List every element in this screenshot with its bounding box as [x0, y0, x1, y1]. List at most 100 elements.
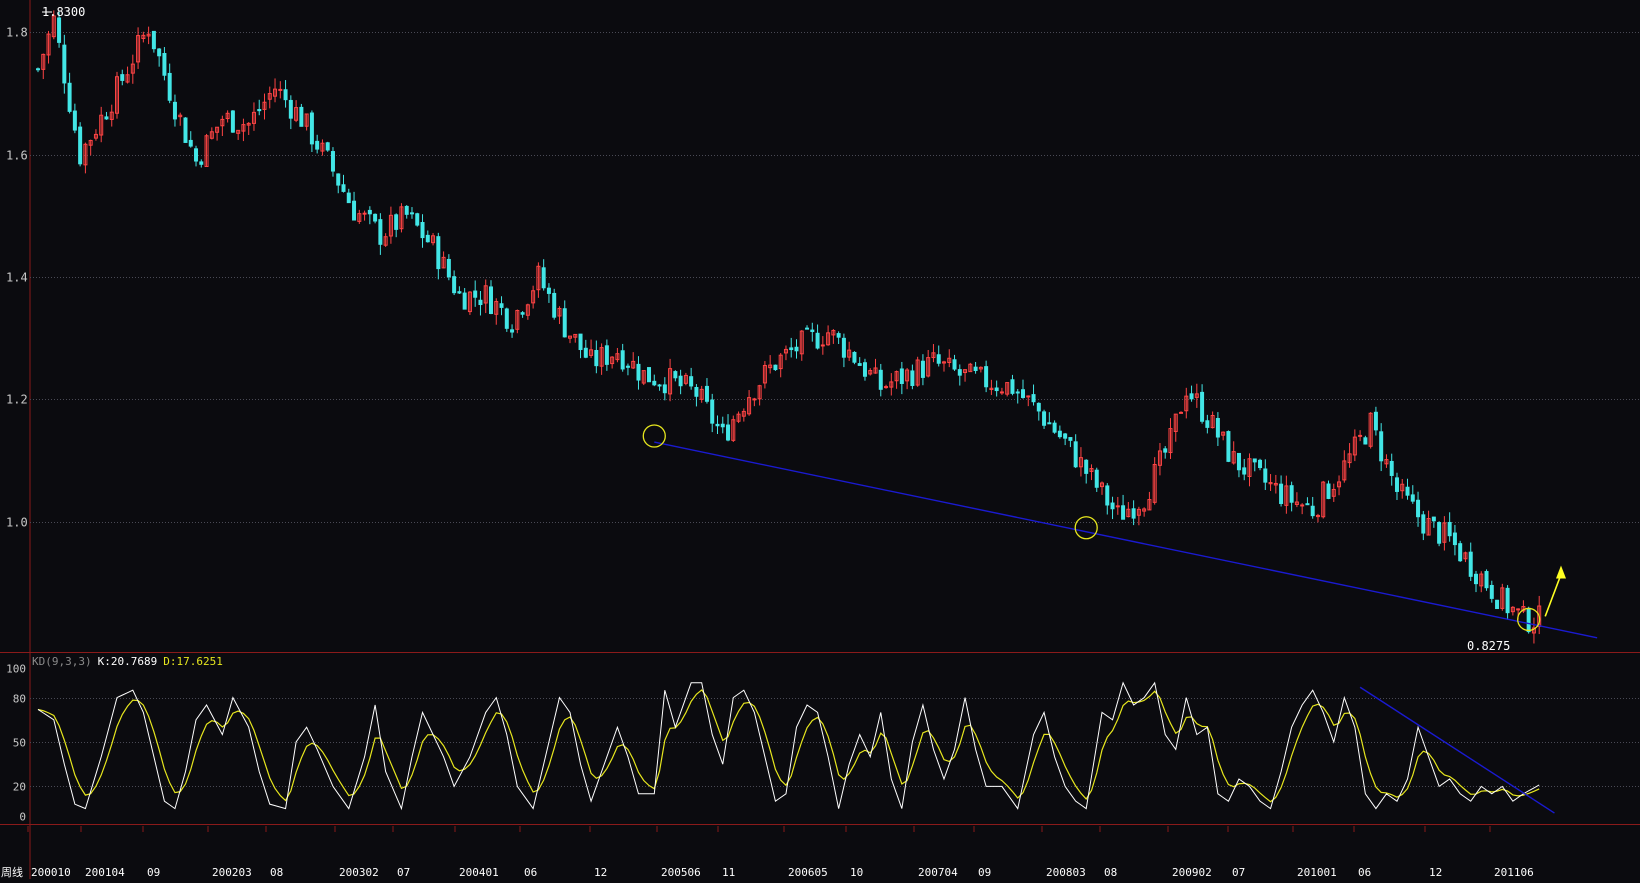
rebound-arrow-shaft [1544, 574, 1562, 617]
kd-params: (9,3,3) [45, 655, 91, 668]
candle-body [499, 303, 504, 308]
x-tick-label: 200302 [339, 866, 379, 879]
candle-body [1363, 437, 1368, 445]
candle-body [1136, 508, 1141, 516]
candle-body [483, 285, 488, 304]
candle-body [1273, 482, 1278, 486]
candle-body [1089, 468, 1094, 472]
candle-body [1516, 608, 1521, 611]
candle-body [1452, 532, 1457, 546]
candle-body [589, 349, 594, 356]
candle-body [1484, 571, 1489, 589]
candle-body [436, 236, 441, 270]
candle-body [1284, 485, 1289, 506]
candle-body [1489, 584, 1494, 599]
candle-body [815, 332, 820, 349]
kd-d-value: D:17.6251 [163, 655, 223, 668]
price-y-tick-label: 1.2 [6, 393, 28, 407]
candle-body [1179, 411, 1184, 414]
candle-body [578, 333, 583, 351]
low-marker-circle [1074, 516, 1098, 540]
candle-body [1131, 508, 1136, 519]
candle-body [1100, 482, 1105, 488]
candle-body [1084, 459, 1089, 474]
candle-body [520, 312, 525, 315]
kd-gridlines [30, 698, 1640, 787]
candle-body [204, 135, 209, 168]
candle-body [541, 267, 546, 289]
candle-body [562, 308, 567, 338]
candle-body [957, 369, 962, 376]
candle-body [1026, 395, 1031, 398]
candle-body [699, 388, 704, 400]
candle-body [88, 139, 93, 146]
candle-body [847, 349, 852, 358]
candles [36, 10, 1542, 644]
candle-body [973, 366, 978, 372]
candle-body [1442, 522, 1447, 543]
candle-body [920, 360, 925, 378]
candle-body [478, 299, 483, 306]
x-tick-label: 10 [850, 866, 863, 879]
candle-body [1163, 448, 1168, 453]
candle-body [1215, 417, 1220, 438]
candle-body [1426, 518, 1431, 536]
candle-body [194, 148, 199, 162]
candle-body [568, 335, 573, 339]
candle-body [631, 360, 636, 369]
candle-body [1226, 431, 1231, 462]
candle-body [715, 423, 720, 427]
candle-body [462, 292, 467, 310]
candle-body [1157, 450, 1162, 466]
candle-body [1368, 412, 1373, 447]
candle-body [1258, 459, 1263, 469]
candle-body [668, 368, 673, 395]
candle-body [241, 124, 246, 132]
candle-body [1115, 505, 1120, 508]
candle-body [994, 387, 999, 392]
candle-body [172, 101, 177, 120]
candle-body [1279, 483, 1284, 504]
candle-body [936, 354, 941, 364]
candle-body [309, 112, 314, 145]
candle-body [1031, 394, 1036, 403]
candle-body [304, 113, 309, 127]
candle-body [926, 357, 931, 377]
candle-body [467, 291, 472, 313]
x-tick-label: 08 [270, 866, 283, 879]
candle-body [230, 110, 235, 133]
candle-body [57, 17, 62, 43]
kd-y-tick-label: 0 [19, 811, 26, 824]
candle-body [868, 370, 873, 375]
candle-body [288, 99, 293, 119]
candle-body [720, 423, 725, 428]
candle-body [125, 74, 130, 83]
high-price-label: 1.8300 [42, 5, 85, 19]
candle-body [1205, 420, 1210, 428]
candle-body [446, 258, 451, 278]
candle-body [1110, 502, 1115, 510]
candle-body [752, 398, 757, 401]
candle-body [1437, 522, 1442, 544]
candle-body [136, 35, 141, 63]
candle-body [346, 192, 351, 204]
candle-body [1421, 514, 1426, 534]
candle-body [805, 327, 810, 330]
kd-indicator-name: KD [32, 655, 45, 668]
candle-body [884, 386, 889, 389]
support-trendline [654, 441, 1598, 639]
candle-body [457, 291, 462, 294]
candle-body [1121, 505, 1126, 520]
candle-body [683, 374, 688, 384]
x-tick-label: 200104 [85, 866, 125, 879]
candle-body [315, 140, 320, 150]
candle-body [747, 397, 752, 415]
candle-body [910, 370, 915, 386]
candle-body [109, 111, 114, 120]
low-marker-circle [1517, 607, 1541, 632]
candle-body [1005, 382, 1010, 395]
candle-body [1242, 467, 1247, 475]
x-tick-label: 200803 [1046, 866, 1086, 879]
candle-body [704, 385, 709, 402]
